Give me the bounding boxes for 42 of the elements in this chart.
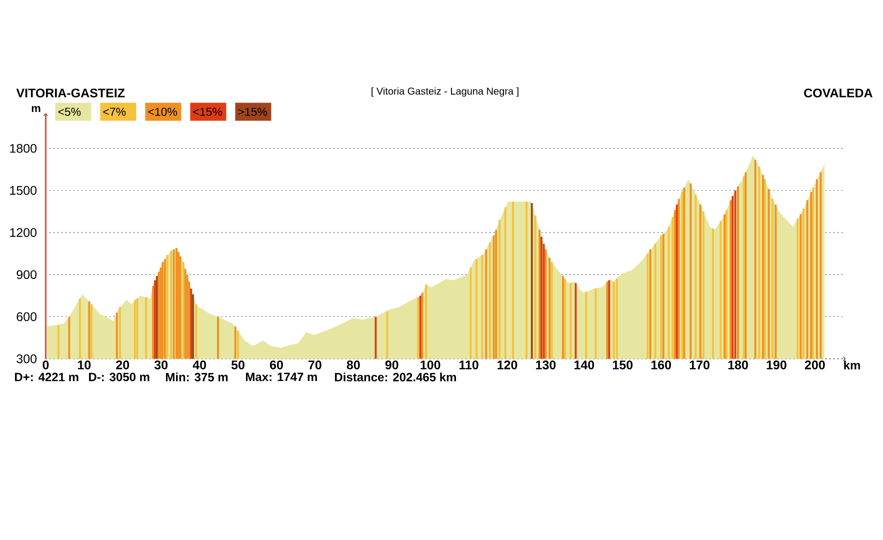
- x-tick-label: 30: [154, 360, 168, 370]
- x-tick-label: 90: [385, 360, 398, 370]
- x-tick-label: 190: [766, 360, 786, 370]
- text: <5%: [58, 108, 81, 116]
- text: COVALEDA: [804, 88, 872, 98]
- x-axis-title: km: [844, 360, 860, 370]
- x-tick-label: 20: [116, 360, 130, 370]
- x-tick-label: 130: [536, 360, 556, 370]
- x-tick-label: 50: [231, 360, 244, 370]
- x-tick-label: 70: [308, 360, 322, 370]
- x-tick-label: 110: [459, 360, 478, 370]
- x-tick-label: 0: [42, 360, 49, 370]
- x-tick-label: 100: [420, 360, 440, 370]
- text: D+: 4221 m: [15, 372, 78, 382]
- text: <10%: [148, 108, 178, 116]
- x-tick-label: 160: [651, 360, 672, 370]
- y-tick-label: 1200: [10, 228, 37, 237]
- text: Max: 1747 m: [246, 372, 317, 382]
- y-tick-label: 600: [16, 312, 37, 322]
- text: Distance: 202.465 km: [335, 372, 456, 382]
- y-tick-label: 1500: [10, 186, 37, 195]
- x-tick-label: 180: [728, 360, 748, 370]
- text: VITORIA-GASTEIZ: [16, 88, 125, 98]
- x-tick-label: 60: [270, 360, 283, 370]
- y-tick-label: 900: [16, 270, 37, 280]
- text: Min: 375 m: [166, 372, 228, 382]
- text: D-: 3050 m: [89, 372, 150, 382]
- x-tick-label: 150: [612, 360, 633, 370]
- x-tick-label: 40: [192, 360, 206, 370]
- x-tick-label: 200: [804, 360, 825, 370]
- text: <7%: [103, 108, 126, 116]
- text: >15%: [238, 108, 268, 116]
- text: <15%: [193, 108, 222, 116]
- y-tick-label: 1800: [10, 144, 37, 153]
- y-tick-label: 300: [16, 354, 37, 364]
- x-tick-label: 10: [78, 360, 91, 370]
- x-tick-label: 140: [574, 360, 594, 370]
- y-axis-title: m: [32, 106, 40, 112]
- x-tick-label: 170: [690, 360, 710, 370]
- chart-title: [ Vitoria Gasteiz - Laguna Negra ]: [372, 87, 518, 97]
- x-tick-label: 120: [498, 360, 518, 370]
- x-tick-label: 80: [346, 360, 360, 370]
